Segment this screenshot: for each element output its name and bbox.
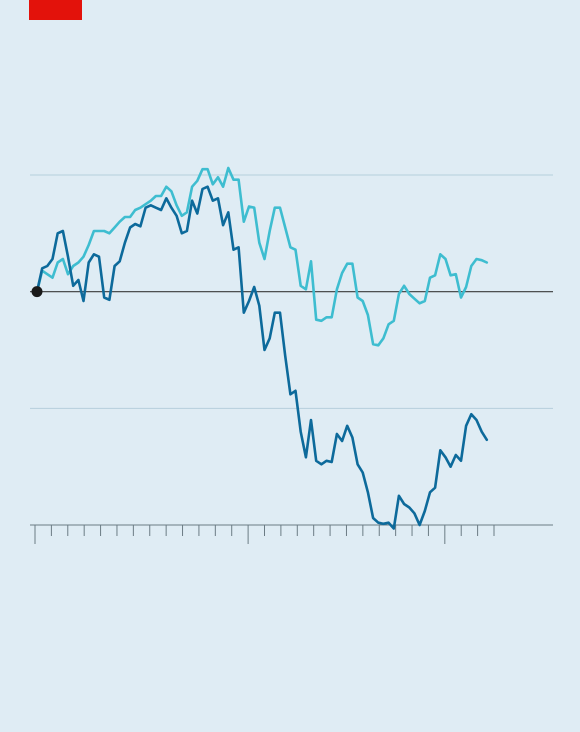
origin-dot bbox=[31, 286, 43, 298]
series-group bbox=[35, 166, 489, 530]
brand-tag bbox=[29, 0, 82, 20]
series-line-dark bbox=[35, 185, 489, 530]
series-line-light bbox=[35, 166, 489, 347]
x-axis bbox=[30, 524, 553, 544]
origin-marker-group bbox=[31, 286, 43, 298]
gridlines bbox=[30, 174, 553, 409]
